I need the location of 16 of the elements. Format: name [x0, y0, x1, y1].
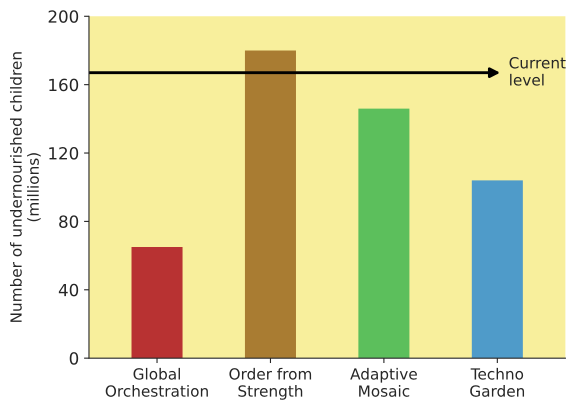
bar — [358, 108, 410, 358]
x-tick-label: Global Orchestration — [106, 368, 208, 397]
x-tick-label: Techno Garden — [470, 368, 524, 397]
ref-line-label: Current level — [510, 57, 566, 86]
y-tick-label: 200 — [48, 10, 78, 23]
x-tick-label: Order from Strength — [229, 368, 312, 400]
y-tick-label: 80 — [59, 215, 78, 228]
y-tick-label: 160 — [49, 78, 78, 92]
x-tick-label: Adaptive Mosaic — [350, 368, 417, 397]
bar — [244, 50, 296, 358]
bar — [472, 180, 523, 358]
y-axis-title: Number of undernourished children (millions) — [10, 52, 41, 322]
bar — [132, 247, 183, 358]
y-tick-label: 40 — [58, 284, 78, 296]
y-tick-label: 0 — [70, 352, 78, 365]
y-tick-label: 120 — [49, 146, 78, 160]
